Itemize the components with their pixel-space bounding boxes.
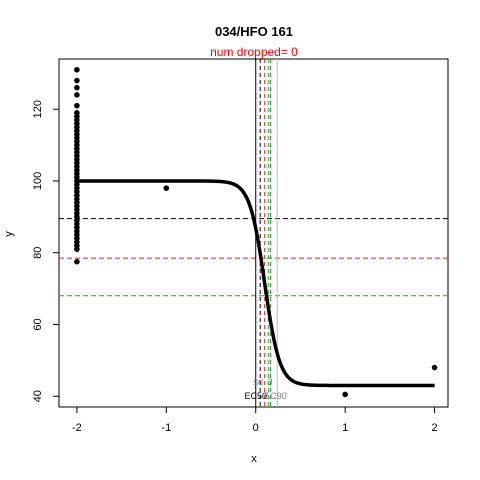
data-point (163, 185, 170, 191)
y-tick-label: 40 (32, 390, 44, 402)
axes: -2 -1 0 1 2 40 60 80 100 120 (32, 100, 438, 434)
x-tick-label: -1 (161, 422, 171, 434)
chart-subtitle: num dropped= 0 (210, 45, 298, 59)
x-tick-label: 2 (432, 422, 438, 434)
data-point (74, 102, 80, 109)
reference-lines (59, 59, 448, 407)
y-tick-label: 60 (32, 318, 44, 330)
y-tick-label: 100 (32, 172, 44, 190)
data-point (74, 66, 80, 73)
y-tick-label: 120 (32, 100, 44, 118)
chart-title: 034/HFO 161 (215, 24, 293, 39)
x-tick-label: 1 (342, 422, 348, 434)
annotation-label: EC50 (244, 391, 267, 401)
x-tick-label: -2 (72, 422, 82, 434)
data-point (74, 77, 80, 84)
data-point (431, 364, 438, 371)
y-axis-label: y (3, 231, 15, 237)
annotation-label: sd (254, 377, 264, 387)
data-point (74, 258, 80, 265)
x-tick-label: 0 (253, 422, 259, 434)
x-axis-label: x (251, 453, 257, 465)
y-tick-label: 80 (32, 247, 44, 259)
plot-frame (58, 58, 449, 408)
data-point (74, 84, 80, 91)
annotation-label: 3 (268, 377, 273, 387)
fitted-curve (76, 179, 435, 388)
fitted-curve-group (76, 179, 435, 388)
data-point (74, 246, 80, 252)
data-point (342, 391, 348, 398)
annotation-label: EC90 (264, 391, 287, 401)
data-points (74, 66, 438, 398)
data-point (74, 92, 80, 98)
